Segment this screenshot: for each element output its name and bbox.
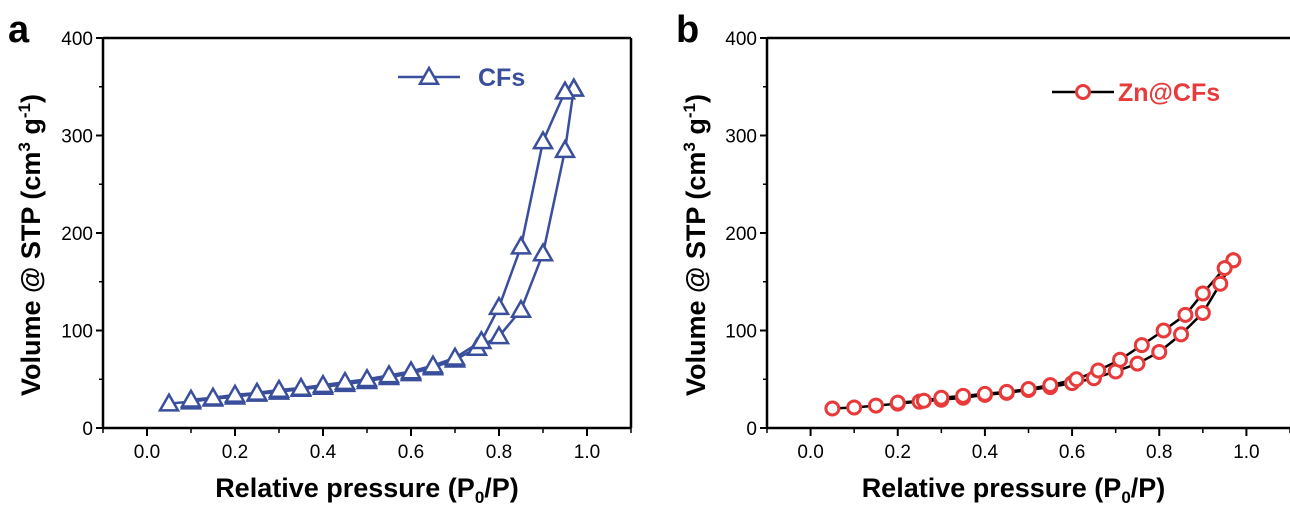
legend: Zn@CFs xyxy=(1052,79,1220,107)
data-point-desorption xyxy=(289,376,313,397)
legend-marker xyxy=(1075,84,1091,100)
data-point-desorption xyxy=(1042,377,1059,394)
y-tick-label: 100 xyxy=(61,322,93,343)
data-point-adsorption xyxy=(1194,304,1211,321)
y-tick-label: 0 xyxy=(82,419,93,440)
x-tick-label: 0.2 xyxy=(885,442,911,463)
panel-letter: b xyxy=(676,9,699,51)
data-point-desorption xyxy=(201,386,225,406)
legend: CFs xyxy=(398,64,525,92)
data-point-adsorption xyxy=(157,392,181,412)
data-point-desorption xyxy=(1090,362,1107,379)
x-axis-title: Relative pressure (P0/P) xyxy=(862,473,1166,507)
x-tick-label: 0.0 xyxy=(797,442,823,463)
data-point-desorption xyxy=(377,363,401,384)
data-point-desorption xyxy=(1155,322,1172,339)
data-point-desorption xyxy=(443,346,467,366)
data-point-adsorption xyxy=(531,241,555,262)
data-point-desorption xyxy=(223,383,247,403)
data-point-desorption xyxy=(399,359,423,380)
data-point-desorption xyxy=(1216,260,1233,277)
x-tick-label: 0.4 xyxy=(972,442,999,463)
data-point-desorption xyxy=(355,367,379,388)
data-point-adsorption xyxy=(487,324,511,345)
data-point-desorption xyxy=(889,394,906,411)
legend-label: CFs xyxy=(478,64,525,92)
data-point-adsorption xyxy=(1212,275,1229,292)
x-tick-label: 0.2 xyxy=(222,442,248,463)
y-tick-label: 400 xyxy=(61,29,93,50)
data-point-adsorption xyxy=(553,138,577,159)
x-tick-label: 0.6 xyxy=(398,442,424,463)
data-point-desorption xyxy=(976,385,993,402)
data-point-desorption xyxy=(1020,381,1037,397)
data-point-desorption xyxy=(245,381,269,401)
data-point-desorption xyxy=(470,329,493,350)
y-tick-label: 300 xyxy=(725,127,757,148)
x-tick-label: 1.0 xyxy=(574,442,600,463)
data-point-desorption xyxy=(333,370,357,391)
data-point-desorption xyxy=(1177,306,1194,323)
y-tick-label: 0 xyxy=(746,419,757,440)
data-point-adsorption xyxy=(509,298,533,319)
x-tick-label: 0.4 xyxy=(310,442,337,463)
chart-panel-a: 0 100 200 300 400 0.0 0.2 0.4 0.6 0.8 1.0 Relative … xyxy=(8,9,633,507)
data-point-desorption xyxy=(311,373,335,394)
x-tick-label: 1.0 xyxy=(1233,442,1259,463)
data-point-desorption xyxy=(1112,351,1129,368)
x-tick-label: 0.8 xyxy=(1146,442,1172,463)
data-point-desorption xyxy=(487,295,511,316)
chart-panel-b: 0 100 200 300 400 0.0 0.2 0.4 0.6 0.8 1.0 Relative … xyxy=(676,9,1290,507)
data-point-adsorption xyxy=(1173,326,1190,343)
series-line-adsorption xyxy=(168,88,576,405)
data-point-desorption xyxy=(531,129,555,150)
y-tick-label: 100 xyxy=(725,322,757,343)
data-point-desorption xyxy=(933,389,950,406)
y-tick-label: 300 xyxy=(61,127,93,148)
legend-marker xyxy=(417,65,441,85)
y-axis-title: Volume @ STP (cm3 g-1) xyxy=(15,94,46,396)
data-point-adsorption xyxy=(1151,343,1168,360)
x-tick-label: 0.6 xyxy=(1059,442,1085,463)
y-tick-label: 200 xyxy=(725,224,757,245)
x-tick-label: 0.0 xyxy=(134,442,160,463)
data-point-adsorption xyxy=(1129,355,1146,372)
data-point-desorption xyxy=(509,235,533,255)
data-point-desorption xyxy=(998,383,1015,400)
data-point-desorption xyxy=(553,80,577,100)
legend-label: Zn@CFs xyxy=(1118,79,1220,107)
data-point-desorption xyxy=(915,392,932,409)
data-point-desorption xyxy=(1068,371,1085,388)
panel-letter: a xyxy=(8,9,30,51)
data-point-adsorption xyxy=(846,399,863,416)
y-tick-label: 200 xyxy=(61,224,93,245)
y-tick-label: 400 xyxy=(725,29,757,50)
data-point-desorption xyxy=(1194,285,1211,302)
data-point-desorption xyxy=(955,387,972,404)
data-point-desorption xyxy=(1133,337,1150,354)
data-point-adsorption xyxy=(867,397,884,414)
data-point-desorption xyxy=(267,378,291,398)
data-point-adsorption xyxy=(824,400,841,417)
data-point-desorption xyxy=(421,354,445,374)
x-axis-title: Relative pressure (P0/P) xyxy=(215,473,519,507)
y-axis-title: Volume @ STP (cm3 g-1) xyxy=(680,94,711,396)
data-point-desorption xyxy=(179,388,203,408)
x-tick-label: 0.8 xyxy=(486,442,512,463)
